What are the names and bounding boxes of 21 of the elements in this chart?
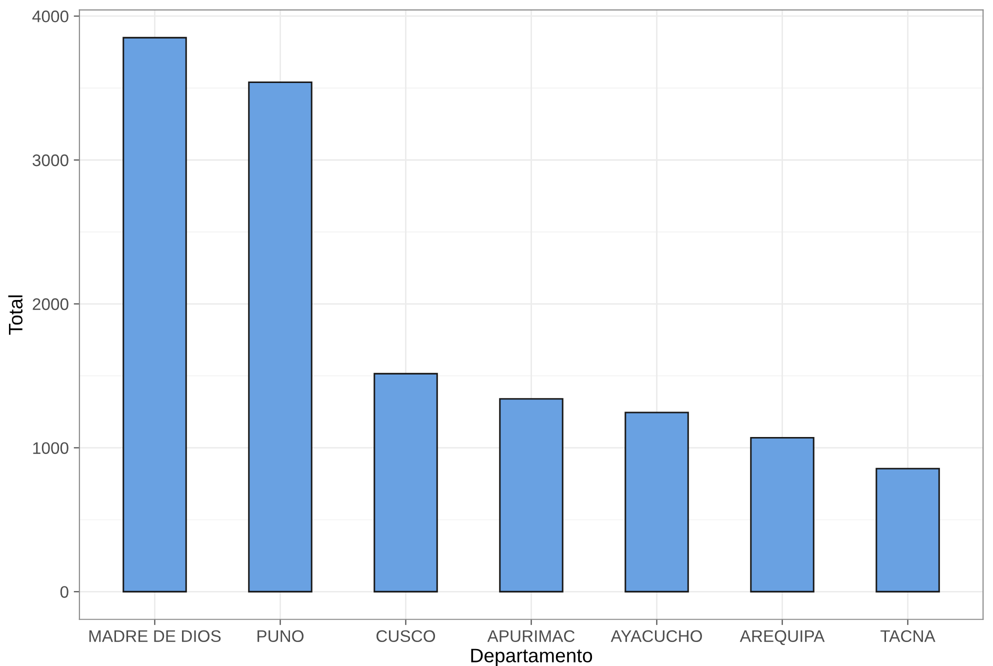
y-tick-label: 3000: [32, 154, 68, 166]
x-axis-title: Departamento: [471, 648, 592, 666]
bar: [750, 436, 814, 592]
bar: [122, 36, 187, 592]
x-tick-label: CUSCO: [376, 630, 436, 642]
y-tick-label: 2000: [32, 298, 68, 310]
y-axis-title: Total: [8, 295, 23, 335]
bar: [876, 468, 940, 592]
bar: [248, 82, 312, 592]
y-tick-label: 0: [60, 586, 68, 598]
x-tick-label: MADRE DE DIOS: [89, 630, 221, 642]
x-tick-label: AYACUCHO: [610, 630, 702, 642]
y-tick-label: 4000: [32, 10, 68, 22]
x-tick-label: PUNO: [258, 630, 304, 642]
bar: [499, 398, 564, 592]
x-tick-label: TACNA: [880, 630, 936, 642]
x-tick-label: AREQUIPA: [740, 630, 825, 646]
bar: [624, 412, 689, 592]
y-tick-label: 1000: [33, 442, 68, 454]
bar: [374, 372, 438, 592]
x-tick-label: APURIMAC: [487, 630, 575, 642]
